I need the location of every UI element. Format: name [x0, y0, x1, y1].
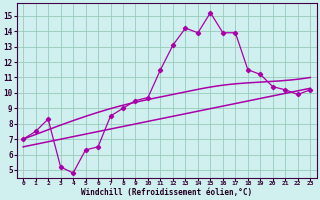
X-axis label: Windchill (Refroidissement éolien,°C): Windchill (Refroidissement éolien,°C)	[81, 188, 252, 197]
